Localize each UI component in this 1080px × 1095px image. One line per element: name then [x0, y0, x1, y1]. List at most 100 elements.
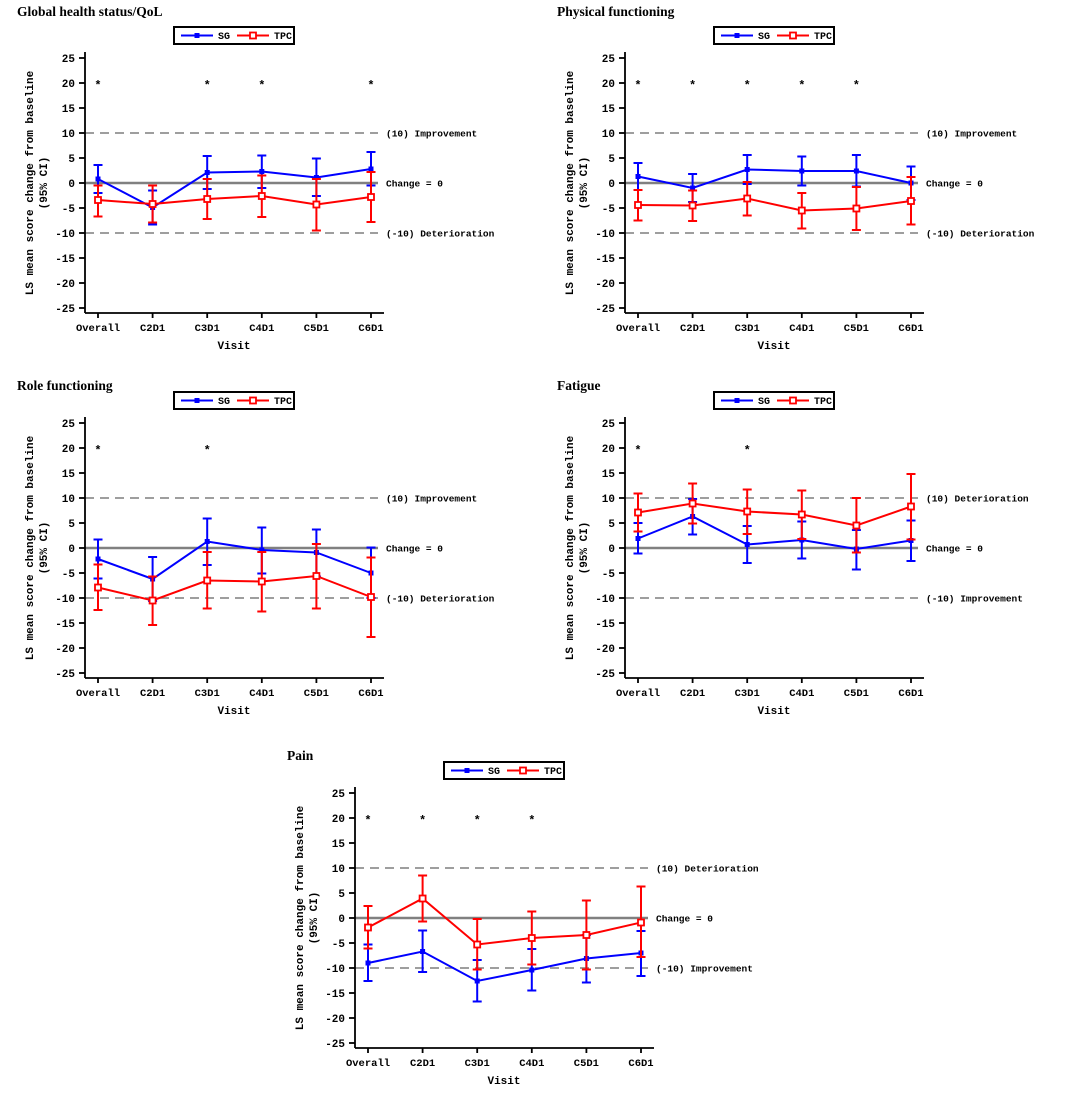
sg-marker — [95, 556, 101, 562]
y-axis-title-line2: (95% CI) — [309, 892, 321, 945]
tpc-marker — [907, 197, 915, 205]
reference-line-label: (-10) Improvement — [656, 963, 753, 974]
tpc-marker — [797, 510, 806, 519]
sg-marker — [744, 542, 750, 547]
y-tick-label: 0 — [338, 914, 345, 926]
tpc-marker — [688, 499, 697, 508]
chart-cell-role-functioning: (10) Improvement Change = 0 (-10) Deterior… — [0, 360, 540, 730]
x-tick-label: C4D1 — [789, 688, 814, 700]
reference-line-label: (10) Improvement — [386, 128, 477, 139]
x-tick-label: C5D1 — [844, 323, 869, 335]
x-tick-label: C4D1 — [249, 688, 274, 700]
y-tick-label: -10 — [595, 229, 615, 241]
y-tick-label: -20 — [55, 279, 75, 291]
significance-asterisk: * — [474, 814, 481, 828]
y-tick-label: 0 — [68, 179, 75, 191]
sg-marker — [690, 185, 696, 191]
sg-marker — [365, 960, 371, 966]
significance-asterisk: * — [853, 79, 860, 93]
chart-global-health-qol: (10) Improvement Change = 0 (-10) Deterior… — [25, 26, 495, 353]
reference-line-label: Change = 0 — [926, 178, 983, 189]
sg-marker — [474, 978, 480, 984]
series-tpc — [93, 543, 376, 638]
y-tick-label: 25 — [62, 54, 76, 66]
significance-asterisk: * — [634, 444, 641, 458]
x-tick-label: C5D1 — [304, 323, 329, 335]
chart-cell-global-health-qol: (10) Improvement Change = 0 (-10) Deterior… — [0, 0, 540, 360]
series-tpc — [93, 171, 376, 232]
significance-asterisk: * — [689, 79, 696, 93]
y-tick-label: -25 — [325, 1039, 345, 1051]
reference-line-label: Change = 0 — [926, 543, 983, 554]
x-axis-title: Visit — [757, 341, 790, 353]
reference-line-label: (-10) Improvement — [926, 593, 1023, 604]
tpc-marker — [852, 204, 861, 213]
tpc-marker — [203, 195, 212, 203]
chart-pain: (10) Deterioration Change = 0 (-10) Improv… — [295, 761, 759, 1088]
y-tick-label: -10 — [55, 229, 75, 241]
tpc-marker — [367, 193, 375, 201]
tpc-marker — [473, 940, 482, 949]
tpc-marker — [797, 206, 806, 215]
significance-asterisk: * — [367, 79, 374, 93]
y-tick-label: 15 — [62, 469, 76, 481]
x-tick-label: C6D1 — [628, 1058, 653, 1070]
y-tick-label: -5 — [602, 204, 616, 216]
tpc-marker — [94, 583, 102, 592]
legend-sg-label: SG — [218, 397, 230, 408]
legend-tpc-label: TPC — [814, 32, 832, 43]
y-tick-label: 10 — [602, 129, 615, 141]
tpc-marker — [743, 507, 752, 516]
sg-marker — [259, 547, 265, 553]
legend-tpc-marker — [789, 396, 797, 405]
x-tick-label: Overall — [76, 323, 120, 335]
y-tick-label: 15 — [62, 104, 76, 116]
y-tick-label: -25 — [55, 304, 75, 316]
sg-line — [637, 168, 912, 190]
tpc-marker — [364, 923, 372, 932]
y-tick-label: 20 — [602, 79, 615, 91]
y-tick-label: 25 — [602, 419, 616, 431]
y-tick-label: 15 — [602, 104, 616, 116]
series-tpc — [633, 176, 916, 231]
chart-title-role-functioning: Role functioning — [17, 378, 113, 393]
significance-asterisk: * — [204, 79, 211, 93]
sg-line — [367, 950, 642, 983]
sg-marker — [635, 536, 641, 541]
y-tick-label: -25 — [595, 669, 615, 681]
y-tick-label: -25 — [55, 669, 75, 681]
x-tick-label: C2D1 — [410, 1058, 435, 1070]
legend-tpc-marker — [249, 396, 257, 405]
sg-marker — [313, 175, 319, 180]
reference-line-label: (-10) Deterioration — [386, 593, 495, 604]
sg-line — [97, 540, 372, 581]
sg-line — [637, 515, 912, 551]
x-tick-label: C2D1 — [140, 688, 165, 700]
y-axis-title-line2: (95% CI) — [579, 157, 591, 210]
sg-marker — [853, 168, 859, 174]
reference-line-label: Change = 0 — [656, 913, 713, 924]
chart-cell-physical-functioning: (10) Improvement Change = 0 (-10) Deterior… — [540, 0, 1080, 360]
legend-frame — [173, 26, 295, 45]
chart-role-functioning: (10) Improvement Change = 0 (-10) Deterior… — [25, 391, 495, 718]
plot-area: (10) Improvement Change = 0 (-10) Deterior… — [565, 26, 1035, 353]
significance-asterisk: * — [204, 444, 211, 458]
chart-title-global-health-qol: Global health status/QoL — [17, 4, 163, 19]
y-axis-title-line1: LS mean score change from baseline — [25, 435, 37, 660]
y-axis-title-line2: (95% CI) — [39, 157, 51, 210]
legend-sg-label: SG — [758, 397, 770, 408]
series-sg — [633, 154, 916, 203]
legend-frame — [173, 391, 295, 410]
plot-area: (10) Deterioration Change = 0 (-10) Improv… — [295, 761, 759, 1088]
plot-area: (10) Improvement Change = 0 (-10) Deterior… — [25, 391, 495, 718]
legend-tpc-label: TPC — [274, 32, 292, 43]
sg-marker — [204, 539, 210, 544]
significance-asterisk: * — [634, 79, 641, 93]
y-tick-label: 20 — [332, 814, 345, 826]
chart-physical-functioning: (10) Improvement Change = 0 (-10) Deterior… — [565, 26, 1035, 353]
y-tick-label: -15 — [325, 989, 345, 1001]
legend: SG TPC — [173, 391, 295, 410]
y-tick-label: 5 — [608, 519, 615, 531]
chart-cell-fatigue: (10) Deterioration Change = 0 (-10) Improv… — [540, 360, 1080, 730]
tpc-marker — [312, 572, 321, 580]
